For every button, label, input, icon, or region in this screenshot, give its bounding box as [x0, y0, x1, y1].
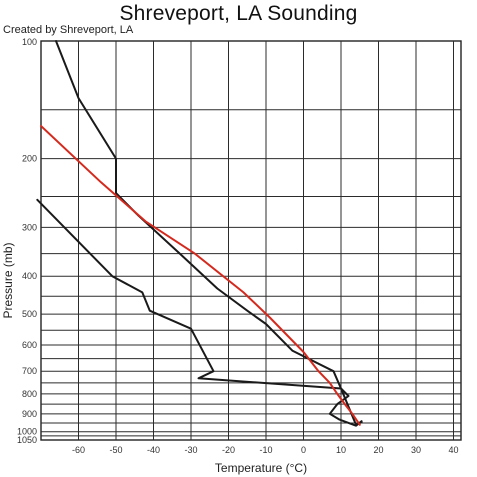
- y-tick-label: 1000: [17, 427, 37, 437]
- x-tick-label: -50: [109, 445, 122, 455]
- x-tick-label: 10: [336, 445, 346, 455]
- y-axis-label: Pressure (mb): [1, 242, 15, 318]
- y-tick-label: 1050: [17, 435, 37, 445]
- chart-title: Shreveport, LA Sounding: [119, 2, 358, 25]
- y-tick-label: 100: [22, 37, 37, 47]
- grid: [40, 40, 462, 441]
- x-tick-label: -10: [259, 445, 272, 455]
- x-tick-label: -20: [222, 445, 235, 455]
- x-tick-label: 40: [448, 445, 458, 455]
- series-lines: [36, 40, 363, 427]
- chart-credit: Created by Shreveport, LA: [3, 24, 134, 36]
- y-tick-label: 300: [22, 222, 37, 232]
- x-tick-label: -30: [184, 445, 197, 455]
- plot-frame: [40, 40, 462, 441]
- x-tick-label: -40: [147, 445, 160, 455]
- y-tick-label: 400: [22, 271, 37, 281]
- x-tick-label: 0: [301, 445, 306, 455]
- y-tick-label: 700: [22, 366, 37, 376]
- x-tick-labels: -60 -50 -40 -30 -20 -10 0 10 20 30 40: [72, 445, 459, 455]
- sounding-series-3-line: [40, 125, 361, 426]
- sounding-series-2-line: [36, 198, 363, 426]
- x-tick-label: 20: [373, 445, 383, 455]
- x-axis-label: Temperature (°C): [215, 461, 307, 475]
- x-tick-label: 30: [411, 445, 421, 455]
- y-tick-label: 500: [22, 309, 37, 319]
- x-tick-label: -60: [72, 445, 85, 455]
- y-tick-label: 600: [22, 340, 37, 350]
- y-tick-label: 900: [22, 409, 37, 419]
- y-tick-label: 800: [22, 389, 37, 399]
- sounding-series-1-line: [55, 40, 363, 427]
- y-tick-label: 200: [22, 154, 37, 164]
